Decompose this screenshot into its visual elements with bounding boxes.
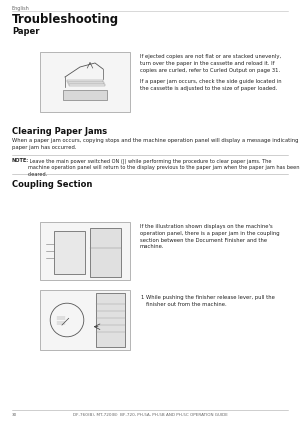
Text: If ejected copies are not flat or are stacked unevenly,
turn over the paper in t: If ejected copies are not flat or are st… — [140, 54, 281, 73]
Text: NOTE:: NOTE: — [12, 158, 29, 163]
Text: Troubleshooting: Troubleshooting — [12, 13, 119, 26]
Bar — [68, 82, 104, 84]
Text: Clearing Paper Jams: Clearing Paper Jams — [12, 127, 107, 136]
Bar — [69, 84, 105, 86]
Text: 1: 1 — [140, 295, 143, 300]
Bar — [67, 80, 103, 82]
Text: When a paper jam occurs, copying stops and the machine operation panel will disp: When a paper jam occurs, copying stops a… — [12, 138, 300, 150]
Text: 30: 30 — [12, 413, 17, 417]
Text: English: English — [12, 6, 30, 11]
Text: Leave the main power switched ON (|) while performing the procedure to clear pap: Leave the main power switched ON (|) whi… — [28, 158, 299, 177]
Bar — [63, 90, 107, 100]
Text: While pushing the finisher release lever, pull the
finisher out from the machine: While pushing the finisher release lever… — [146, 295, 275, 307]
Bar — [53, 231, 85, 274]
Text: Paper: Paper — [12, 27, 40, 36]
Text: Coupling Section: Coupling Section — [12, 180, 92, 189]
Bar — [89, 228, 121, 277]
FancyBboxPatch shape — [40, 222, 130, 280]
Bar — [96, 293, 124, 347]
Text: If the illustration shown displays on the machine's
operation panel, there is a : If the illustration shown displays on th… — [140, 224, 280, 249]
FancyBboxPatch shape — [40, 52, 130, 112]
Text: DF-760(B), MT-720(B)  BF-720, PH-5A, PH-5B AND PH-5C OPERATION GUIDE: DF-760(B), MT-720(B) BF-720, PH-5A, PH-5… — [73, 413, 227, 417]
Text: If a paper jam occurs, check the side guide located in
the cassette is adjusted : If a paper jam occurs, check the side gu… — [140, 79, 282, 91]
FancyBboxPatch shape — [40, 290, 130, 350]
